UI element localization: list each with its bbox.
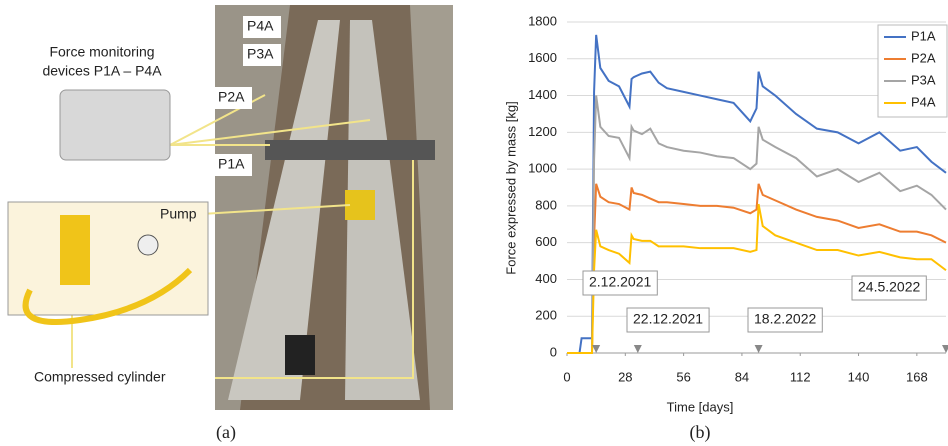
- end-plate: [285, 335, 315, 375]
- x-tick-label: 168: [906, 369, 928, 384]
- photo-label: P4A: [247, 18, 274, 34]
- annotation: 2.12.2021: [589, 274, 651, 290]
- crossbar: [265, 140, 435, 160]
- annotation-arrow: [942, 345, 948, 353]
- force-device: [60, 90, 170, 160]
- annotation: 22.12.2021: [633, 311, 703, 327]
- annotation: 24.5.2022: [858, 279, 920, 295]
- device-caption: Force monitoring: [49, 44, 154, 60]
- y-tick-label: 1600: [528, 50, 557, 65]
- annotation-arrow: [592, 345, 600, 353]
- y-tick-label: 1400: [528, 87, 557, 102]
- y-tick-label: 0: [550, 344, 557, 359]
- y-axis-label: Force expressed by mass [kg]: [503, 101, 518, 274]
- annotation-arrow: [755, 345, 763, 353]
- x-tick-label: 56: [676, 369, 690, 384]
- caption: (a): [216, 422, 236, 443]
- y-tick-label: 600: [535, 234, 557, 249]
- legend-label: P2A: [911, 50, 936, 65]
- y-tick-label: 1200: [528, 124, 557, 139]
- legend-label: P4A: [911, 94, 936, 109]
- device-caption: devices P1A – P4A: [42, 63, 162, 79]
- cylinder-label: Compressed cylinder: [34, 369, 166, 385]
- gauge: [138, 235, 158, 255]
- caption: (b): [690, 422, 711, 443]
- annotation: 18.2.2022: [754, 311, 816, 327]
- y-tick-label: 800: [535, 197, 557, 212]
- x-tick-label: 28: [618, 369, 632, 384]
- pump-label: Pump: [160, 206, 197, 222]
- photo-label: P3A: [247, 46, 274, 62]
- legend-label: P1A: [911, 28, 936, 43]
- y-tick-label: 200: [535, 308, 557, 323]
- photo-label: P2A: [218, 89, 245, 105]
- x-axis-label: Time [days]: [667, 399, 734, 414]
- legend-label: P3A: [911, 72, 936, 87]
- y-tick-label: 400: [535, 271, 557, 286]
- annotation-arrow: [634, 345, 642, 353]
- x-tick-label: 0: [563, 369, 570, 384]
- x-tick-label: 84: [735, 369, 749, 384]
- y-tick-label: 1800: [528, 13, 557, 28]
- figure: P4A P3A P2A P1A Force monitoring devices P1A …: [0, 0, 948, 446]
- cylinder-icon: [60, 215, 90, 285]
- x-tick-label: 112: [790, 369, 811, 384]
- y-tick-label: 1000: [528, 161, 557, 176]
- photo-label: P1A: [218, 156, 245, 172]
- page: {"chart_data": {"type": "line", "x_label…: [0, 0, 948, 446]
- x-tick-label: 140: [848, 369, 870, 384]
